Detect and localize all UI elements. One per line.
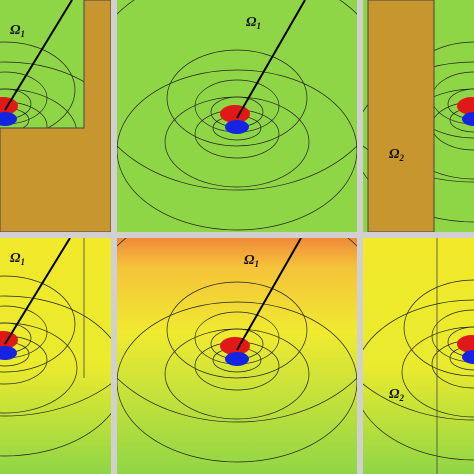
region-label: Ω1 (10, 251, 25, 267)
panel (0, 0, 111, 232)
panel (0, 238, 111, 474)
region-label: Ω1 (244, 253, 259, 269)
region-label: Ω2 (389, 147, 404, 163)
panel (363, 238, 474, 474)
panel (117, 238, 357, 474)
region-label: Ω1 (246, 15, 261, 31)
region-label: Ω1 (10, 23, 25, 39)
panel (363, 0, 474, 232)
region-label: Ω2 (389, 387, 404, 403)
panel (117, 0, 357, 232)
